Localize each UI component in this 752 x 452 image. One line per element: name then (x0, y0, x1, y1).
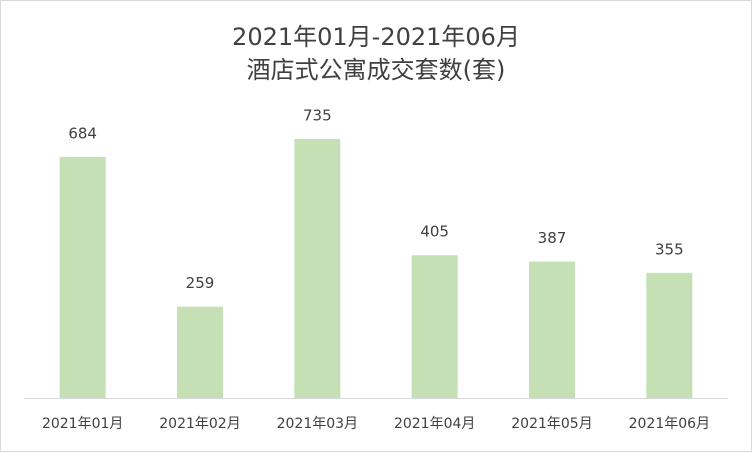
x-tick-label: 2021年04月 (394, 416, 475, 432)
data-label: 684 (68, 124, 97, 142)
bar (411, 255, 458, 398)
bar (177, 306, 223, 398)
data-label: 735 (303, 106, 332, 124)
bar (59, 156, 106, 398)
x-tick-label: 2021年02月 (159, 416, 240, 432)
data-label: 387 (538, 229, 567, 247)
bar (646, 272, 693, 398)
x-tick-label: 2021年03月 (277, 416, 358, 432)
data-label: 405 (420, 223, 449, 241)
x-tick-label: 2021年06月 (629, 416, 710, 432)
bar (294, 138, 341, 398)
x-tick-label: 2021年05月 (511, 416, 592, 432)
bar (529, 261, 575, 398)
x-tick-label: 2021年01月 (42, 416, 123, 432)
chart-subtitle: 酒店式公寓成交套数(套) (247, 56, 506, 84)
data-label: 259 (186, 274, 215, 292)
data-label: 355 (655, 240, 684, 258)
chart-title: 2021年01月-2021年06月 (232, 23, 520, 51)
